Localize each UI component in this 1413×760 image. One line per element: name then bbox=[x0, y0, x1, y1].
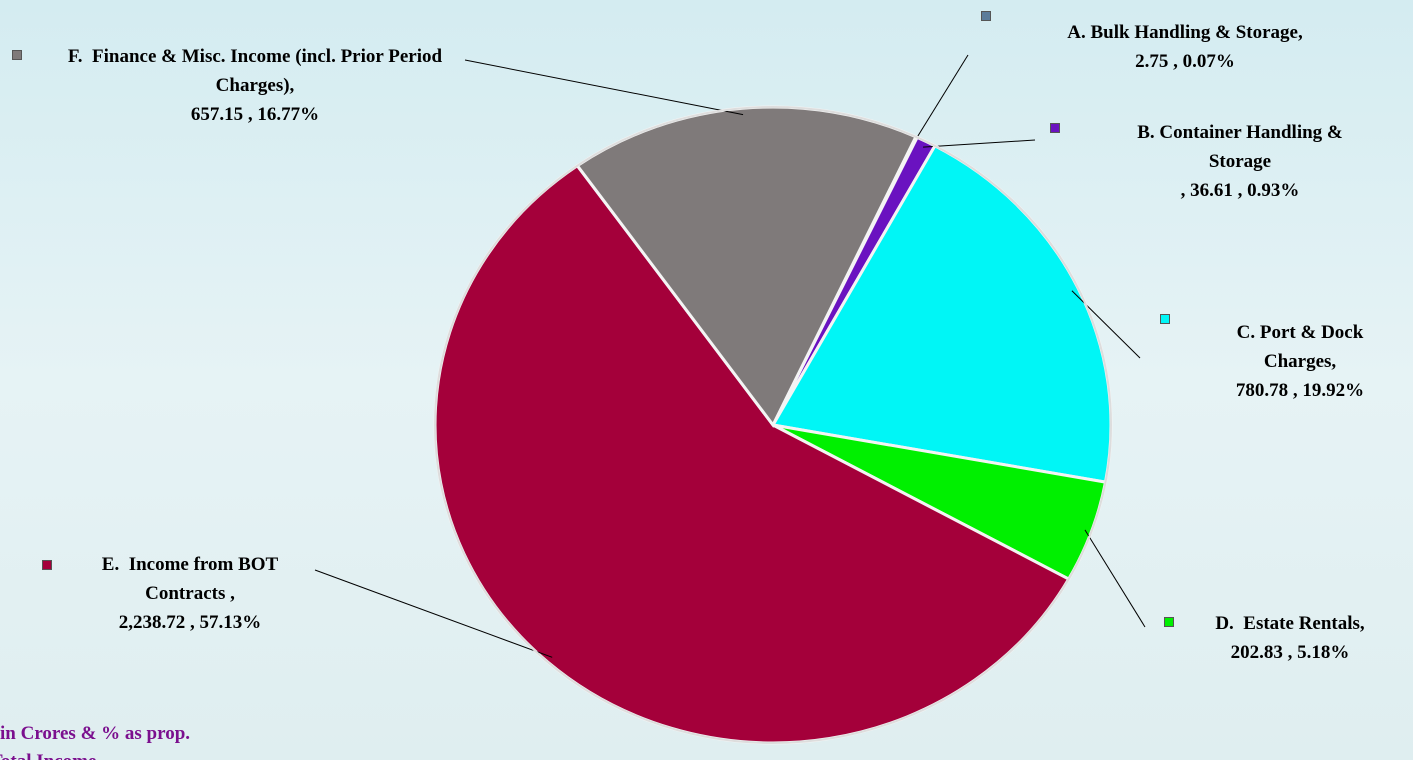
leader-line bbox=[314, 569, 553, 658]
legend-swatch bbox=[42, 560, 52, 570]
slice-label: C. Port & Dock Charges, 780.78 , 19.92% bbox=[1205, 318, 1395, 405]
slice-label: F. Finance & Misc. Income (incl. Prior P… bbox=[30, 42, 480, 129]
value-label: 2.75 , 0.07% bbox=[1135, 51, 1235, 72]
category-label: F. Finance & Misc. Income (incl. Prior P… bbox=[67, 46, 447, 96]
value-label: 780.78 , 19.92% bbox=[1235, 380, 1365, 401]
slice-label: B. Container Handling & Storage , 36.61 ,… bbox=[1110, 118, 1370, 205]
legend-swatch bbox=[12, 50, 22, 60]
category-label: A. Bulk Handling & Storage, bbox=[1067, 22, 1303, 43]
legend-swatch bbox=[981, 11, 991, 21]
legend-swatch bbox=[1160, 314, 1170, 324]
value-label: 202.83 , 5.18% bbox=[1230, 642, 1350, 663]
pie-rim bbox=[434, 106, 1112, 744]
leader-line bbox=[464, 59, 744, 116]
value-label: , 36.61 , 0.93% bbox=[1180, 180, 1300, 201]
legend-swatch bbox=[1164, 617, 1174, 627]
note: in Crores & % as prop. bbox=[0, 723, 191, 744]
leader-line bbox=[1084, 529, 1146, 628]
category-label: D. Estate Rentals, bbox=[1215, 613, 1365, 634]
value-label: 657.15 , 16.77% bbox=[190, 104, 320, 125]
category-label: C. Port & Dock Charges, bbox=[1236, 322, 1369, 372]
category-label: B. Container Handling & Storage bbox=[1137, 122, 1348, 172]
category-label: E. Income from BOT Contracts , bbox=[101, 554, 283, 604]
value-label: 2,238.72 , 57.13% bbox=[118, 612, 262, 633]
leader-line bbox=[923, 139, 1036, 148]
slice-label: E. Income from BOT Contracts , 2,238.72 ,… bbox=[60, 550, 320, 637]
slice-label: D. Estate Rentals, 202.83 , 5.18% bbox=[1160, 609, 1413, 667]
slice-label: A. Bulk Handling & Storage, 2.75 , 0.07% bbox=[1010, 18, 1360, 76]
leader-line bbox=[1071, 290, 1141, 359]
note: Total Income bbox=[0, 748, 96, 760]
legend-swatch bbox=[1050, 123, 1060, 133]
leader-line bbox=[913, 54, 969, 144]
